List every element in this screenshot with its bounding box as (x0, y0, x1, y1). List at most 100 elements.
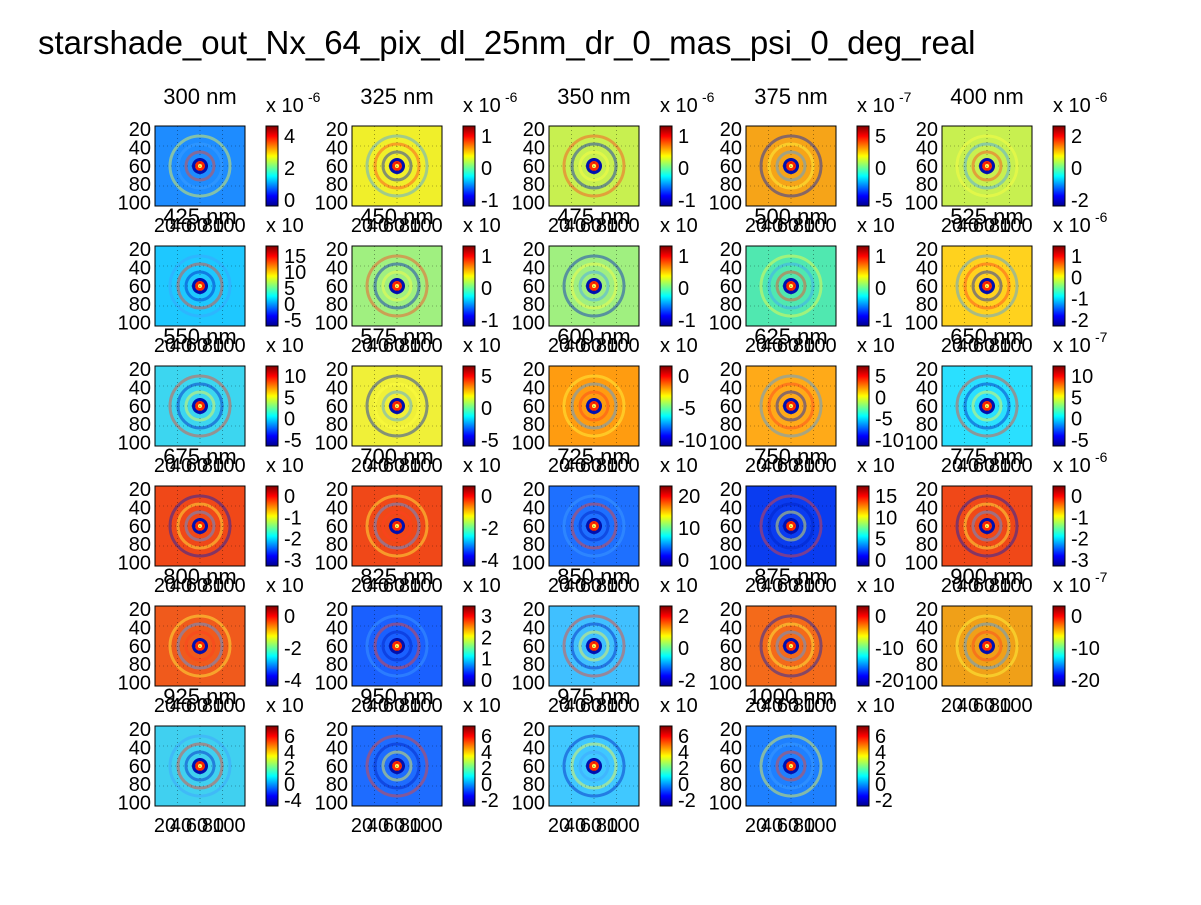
colorbar-tick-label: 5 (284, 387, 295, 409)
x-tick-label: 20 (351, 335, 373, 357)
x-tick-label: 80 (596, 455, 618, 477)
heatmap-ring (767, 502, 815, 550)
heatmap-frame (154, 605, 246, 687)
colorbar-exponent-power: -6 (505, 89, 518, 105)
heatmap-ring (365, 614, 429, 678)
heatmap-frame (154, 125, 246, 207)
heatmap-frame (941, 485, 1033, 567)
heatmap-ring (373, 742, 421, 790)
heatmap-ring (373, 622, 421, 670)
colorbar-exponent: x 10 (463, 575, 501, 597)
heatmap-ring (176, 142, 224, 190)
x-tick-label: 80 (596, 695, 618, 717)
y-tick-label: 40 (129, 377, 151, 399)
heatmap-ring (381, 750, 413, 782)
colorbar-tick-label: 0 (1071, 606, 1082, 628)
heatmap-ring (184, 390, 216, 422)
x-tick-label: 40 (367, 815, 389, 837)
heatmap-ring (759, 134, 823, 198)
x-tick-label: 100 (999, 575, 1032, 597)
x-tick-label: 20 (351, 455, 373, 477)
y-tick-label: 20 (326, 479, 348, 501)
x-tick-label: 80 (989, 575, 1011, 597)
panel-title: 750 nm (754, 444, 827, 469)
x-tick-label: 40 (367, 575, 389, 597)
y-tick-label: 20 (129, 599, 151, 621)
colorbar-tick-label: -5 (1071, 430, 1089, 452)
colorbar (462, 125, 476, 207)
y-tick-label: 20 (326, 119, 348, 141)
heatmap-ring (168, 614, 232, 678)
colorbar-tick-label: -1 (875, 310, 893, 332)
x-tick-label: 20 (745, 455, 767, 477)
y-tick-label: 80 (523, 294, 545, 316)
heatmap-frame (745, 485, 837, 567)
colorbar-exponent: x 10 (266, 95, 304, 117)
y-tick-label: 80 (129, 534, 151, 556)
colorbar-tick-label: -2 (875, 790, 893, 812)
heatmap-ring (365, 734, 429, 798)
y-tick-label: 60 (916, 276, 938, 298)
heatmap-frame (548, 365, 640, 447)
colorbar-exponent-power: -7 (1095, 569, 1108, 585)
y-tick-label: 20 (720, 599, 742, 621)
y-tick-label: 20 (129, 119, 151, 141)
colorbar-tick-label: 6 (481, 726, 492, 748)
colorbar-tick-label: 0 (678, 278, 689, 300)
colorbar-tick-label: 2 (1071, 126, 1082, 148)
y-tick-label: 100 (315, 553, 348, 575)
colorbar (265, 365, 279, 447)
colorbar-exponent: x 10 (266, 215, 304, 237)
heatmap-ring (168, 134, 232, 198)
heatmap-ring (381, 630, 413, 662)
x-tick-label: 80 (793, 575, 815, 597)
colorbar-exponent: x 10 (660, 455, 698, 477)
colorbar-exponent: x 10 (1053, 455, 1091, 477)
x-tick-label: 40 (564, 695, 586, 717)
y-tick-label: 100 (709, 553, 742, 575)
heatmap-frame (351, 605, 443, 687)
heatmap-ring (963, 142, 1011, 190)
heatmap-ring (570, 502, 618, 550)
heatmap-frame (351, 125, 443, 207)
y-tick-label: 60 (523, 756, 545, 778)
x-tick-label: 80 (793, 695, 815, 717)
colorbar-tick-label: 2 (481, 627, 492, 649)
x-tick-label: 100 (606, 455, 639, 477)
y-tick-label: 80 (523, 774, 545, 796)
y-tick-label: 60 (720, 516, 742, 538)
colorbar (1052, 125, 1066, 207)
x-tick-label: 80 (399, 335, 421, 357)
heatmap-ring (955, 134, 1019, 198)
panel-title: 325 nm (360, 84, 433, 109)
y-tick-label: 80 (129, 294, 151, 316)
colorbar-tick-label: 2 (481, 758, 492, 780)
y-tick-label: 80 (129, 774, 151, 796)
heatmap-ring (562, 614, 626, 678)
x-tick-label: 100 (212, 575, 245, 597)
x-tick-label: 20 (548, 455, 570, 477)
heatmap-frame (941, 605, 1033, 687)
y-tick-label: 80 (326, 294, 348, 316)
x-tick-label: 100 (212, 335, 245, 357)
heatmap-ring (578, 750, 610, 782)
x-tick-label: 40 (957, 695, 979, 717)
x-tick-label: 60 (580, 575, 602, 597)
y-tick-label: 60 (523, 276, 545, 298)
y-tick-label: 20 (523, 239, 545, 261)
y-tick-label: 60 (326, 396, 348, 418)
heatmap-frame (351, 485, 443, 567)
y-tick-label: 40 (916, 377, 938, 399)
colorbar-tick-label: 0 (481, 670, 492, 692)
heatmap-ring (759, 374, 823, 438)
colorbar-tick-label: -2 (1071, 310, 1089, 332)
colorbar (1052, 365, 1066, 447)
colorbar-tick-label: 0 (678, 638, 689, 660)
y-tick-label: 20 (720, 719, 742, 741)
x-tick-label: 100 (999, 695, 1032, 717)
y-tick-label: 40 (720, 497, 742, 519)
